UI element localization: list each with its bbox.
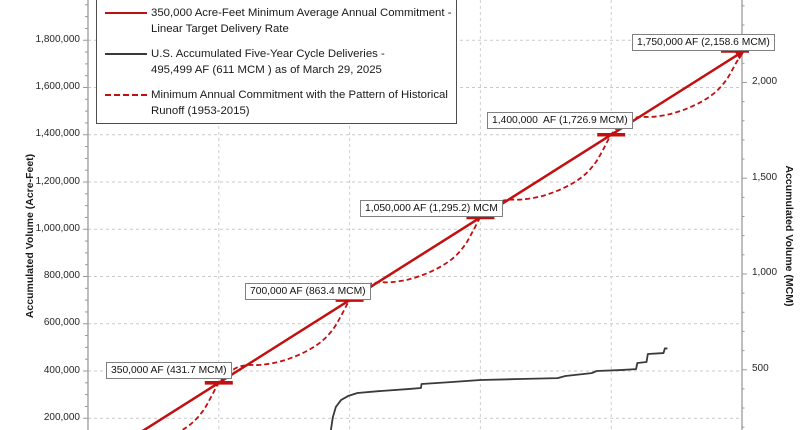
red-solid-line-swatch: [105, 12, 147, 14]
legend-entry-label: U.S. Accumulated Five-Year Cycle Deliver…: [151, 48, 385, 76]
y-left-tick-label: 600,000: [43, 317, 80, 329]
y-left-tick-label: 1,000,000: [35, 222, 81, 234]
legend-entry-label: Minimum Annual Commitment with the Patte…: [151, 89, 448, 117]
y-right-tick-label: 2,000: [752, 75, 778, 87]
series-us-deliveries: [330, 347, 668, 430]
y-left-tick-label: 800,000: [43, 270, 80, 281]
series-linear-target: [141, 51, 743, 430]
black-solid-line-swatch: [105, 53, 147, 55]
legend-entry-linear-target: 350,000 Acre-Feet Minimum Average Annual…: [105, 5, 456, 37]
legend-entry-label: 350,000 Acre-Feet Minimum Average Annual…: [151, 7, 452, 35]
y-left-tick-label: 1,400,000: [35, 128, 81, 140]
red-dashed-line-swatch: [105, 94, 147, 96]
y-right-tick-label: 1,500: [752, 171, 778, 183]
y-left-tick-label: 1,600,000: [35, 81, 81, 92]
y-left-tick-label: 1,800,000: [35, 33, 81, 45]
annotation-box: 1,400,000 AF (1,726.9 MCM): [487, 112, 633, 129]
target-arrowhead: [733, 49, 746, 60]
y-axis-left-title: Accumulated Volume (Acre-Feet): [24, 153, 36, 319]
annotation-box: 1,050,000 AF (1,295.2) MCM: [360, 200, 503, 217]
legend-entry-us-deliveries: U.S. Accumulated Five-Year Cycle Deliver…: [105, 46, 456, 78]
annotation-box: 700,000 AF (863.4 MCM): [245, 283, 371, 300]
annotation-box: 1,750,000 AF (2,158.6 MCM): [632, 34, 775, 51]
y-left-tick-label: 200,000: [43, 411, 80, 423]
y-left-tick-label: 400,000: [43, 364, 80, 376]
y-left-tick-label: 1,200,000: [35, 175, 81, 187]
y-right-tick-label: 500: [752, 363, 769, 375]
legend: 350,000 Acre-Feet Minimum Average Annual…: [96, 0, 457, 124]
legend-entry-historical-pattern: Minimum Annual Commitment with the Patte…: [105, 87, 456, 119]
annotation-box: 350,000 AF (431.7 MCM): [106, 362, 232, 379]
y-right-tick-label: 1,000: [752, 267, 778, 279]
